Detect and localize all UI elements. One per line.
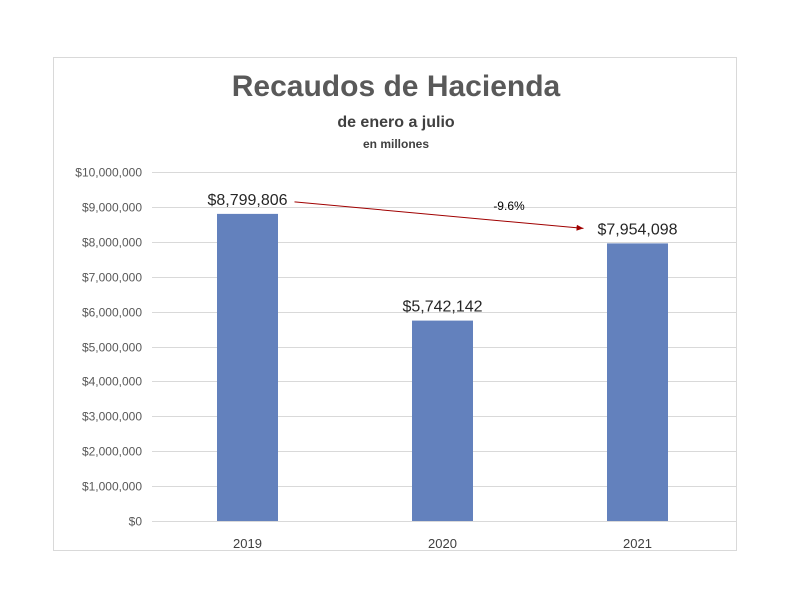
y-tick-label: $10,000,000 xyxy=(75,166,142,180)
y-tick-label: $5,000,000 xyxy=(82,341,142,355)
y-tick-label: $3,000,000 xyxy=(82,410,142,424)
y-tick-label: $7,000,000 xyxy=(82,271,142,285)
y-tick-label: $8,000,000 xyxy=(82,236,142,250)
data-label: $7,954,098 xyxy=(597,221,677,238)
x-category-label: 2021 xyxy=(623,536,652,551)
y-tick-label: $9,000,000 xyxy=(82,201,142,215)
y-tick-label: $6,000,000 xyxy=(82,306,142,320)
y-tick-label: $2,000,000 xyxy=(82,445,142,459)
bar-2021 xyxy=(607,243,668,521)
y-tick-label: $4,000,000 xyxy=(82,375,142,389)
y-tick-label: $1,000,000 xyxy=(82,480,142,494)
chart-subtitle-units: en millones xyxy=(362,137,430,151)
x-axis-categories: 2019 2020 2021 xyxy=(233,536,652,551)
change-percent-label: -9.6% xyxy=(493,199,525,213)
x-category-label: 2020 xyxy=(428,536,457,551)
change-annotation: -9.6% xyxy=(294,199,584,231)
data-label: $8,799,806 xyxy=(207,192,287,209)
bar-2020 xyxy=(412,320,473,521)
change-arrow xyxy=(294,201,584,231)
chart-subtitle: de enero a julio xyxy=(337,114,455,131)
chart-title: Recaudos de Hacienda xyxy=(231,70,561,103)
x-category-label: 2019 xyxy=(233,536,262,551)
y-tick-label: $0 xyxy=(129,515,143,529)
bars xyxy=(217,213,668,521)
data-labels: $8,799,806 $5,742,142 $7,954,098 xyxy=(207,192,677,316)
y-axis-ticks: $0 $1,000,000 $2,000,000 $3,000,000 $4,000,0… xyxy=(75,166,142,529)
bar-2019 xyxy=(217,213,278,521)
data-label: $5,742,142 xyxy=(402,299,482,316)
